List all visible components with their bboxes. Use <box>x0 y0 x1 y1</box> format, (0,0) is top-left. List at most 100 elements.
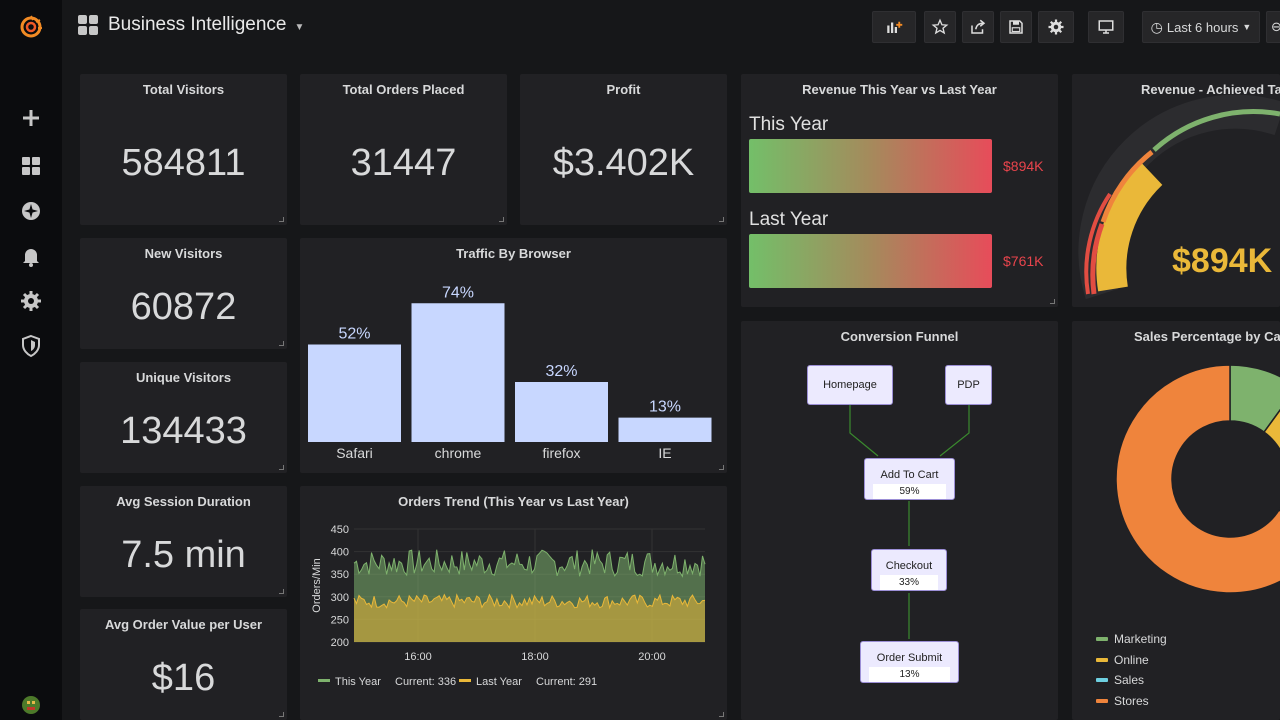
node-label: PDP <box>957 379 980 391</box>
gauge-band-red <box>1090 223 1105 295</box>
add-panel-button[interactable] <box>872 11 916 43</box>
panel-title: New Visitors <box>144 246 223 261</box>
revenue-gauge <box>1078 94 1280 300</box>
view-mode-button[interactable] <box>1088 11 1124 43</box>
y-tick-label: 450 <box>331 524 349 536</box>
panel-title: Avg Session Duration <box>116 494 251 509</box>
panel-title: Total Orders Placed <box>342 82 465 97</box>
panel-traffic-by-browser: Traffic By Browser 52% Safari 74% chrome 32%… <box>300 238 727 473</box>
bar-chrome[interactable] <box>411 303 505 442</box>
time-range-label: Last 6 hours <box>1166 19 1239 35</box>
resize-handle[interactable] <box>499 217 504 222</box>
bar-value-label: 13% <box>649 399 681 416</box>
legend-series-name[interactable]: Last Year <box>476 676 522 688</box>
legend-item-marketing[interactable]: Marketing <box>1096 632 1167 646</box>
dashboard-title-picker[interactable]: Business Intelligence ▼ <box>78 14 304 36</box>
stat-value: $16 <box>151 657 216 699</box>
plus-icon[interactable] <box>16 103 46 133</box>
node-label: Add To Cart <box>880 469 939 481</box>
caret-down-icon: ▼ <box>1242 22 1252 32</box>
panel-avg-order: Avg Order Value per User $16 <box>80 609 287 720</box>
monitor-icon <box>1098 20 1114 34</box>
series-area-last-year <box>354 594 705 642</box>
funnel-node-checkout[interactable]: Checkout 33% <box>871 549 947 591</box>
dashboard-settings-button[interactable] <box>1038 11 1074 43</box>
legend-item-stores[interactable]: Stores <box>1096 694 1149 708</box>
panel-conversion-funnel: Conversion Funnel Homepage PDP Add To Ca… <box>741 321 1058 720</box>
stat-value: 31447 <box>350 142 457 184</box>
legend-series-name[interactable]: This Year <box>335 676 381 688</box>
server-admin-shield-icon[interactable] <box>16 331 46 361</box>
legend-current-value: Current: 291 <box>536 676 597 688</box>
gauge-fill <box>1096 163 1163 292</box>
panel-title: Total Visitors <box>142 82 225 97</box>
panel-title: Unique Visitors <box>135 370 232 385</box>
resize-handle[interactable] <box>279 465 284 470</box>
legend-label: Online <box>1114 653 1149 667</box>
funnel-node-homepage[interactable]: Homepage <box>807 365 893 405</box>
save-dashboard-button[interactable] <box>1000 11 1032 43</box>
panel-avg-session: Avg Session Duration 7.5 min <box>80 486 287 597</box>
star-dashboard-button[interactable] <box>924 11 956 43</box>
funnel-node-pdp[interactable]: PDP <box>945 365 992 405</box>
resize-handle[interactable] <box>279 341 284 346</box>
settings-gear-icon <box>1048 19 1064 35</box>
bar-safari[interactable] <box>308 344 401 443</box>
funnel-node-add-to-cart[interactable]: Add To Cart 59% <box>864 458 955 500</box>
funnel-node-order-submit[interactable]: Order Submit 13% <box>860 641 959 683</box>
share-dashboard-button[interactable] <box>962 11 994 43</box>
gauge-value: $894K <box>1172 242 1273 280</box>
last-year-bar <box>749 234 992 288</box>
resize-handle[interactable] <box>719 712 724 717</box>
donut-slice-stores[interactable] <box>1115 364 1280 594</box>
star-icon <box>931 18 949 35</box>
time-range-picker[interactable]: ◷ Last 6 hours ▼ <box>1142 11 1260 43</box>
resize-handle[interactable] <box>1050 299 1055 304</box>
bar-category-label: IE <box>658 445 671 461</box>
sidebar <box>0 0 62 720</box>
configuration-gear-icon[interactable] <box>16 286 46 316</box>
panel-revenue-gauge: Revenue - Achieved Tar $894K <box>1072 74 1280 307</box>
legend-swatch <box>1096 637 1108 641</box>
stat-value: 134433 <box>120 410 247 452</box>
y-tick-label: 350 <box>331 569 349 581</box>
resize-handle[interactable] <box>279 712 284 717</box>
bar-ie[interactable] <box>618 417 712 442</box>
add-panel-icon <box>887 21 903 33</box>
panel-title: Sales Percentage by Cat <box>1134 329 1280 344</box>
funnel-connectors <box>849 405 970 639</box>
panel-new-visitors: New Visitors 60872 <box>80 238 287 349</box>
legend-swatch <box>459 679 471 682</box>
panel-total-visitors: Total Visitors 584811 <box>80 74 287 225</box>
panel-title: Profit <box>606 82 641 97</box>
resize-handle[interactable] <box>719 465 724 470</box>
bar-firefox[interactable] <box>515 382 608 442</box>
legend-item-online[interactable]: Online <box>1096 653 1149 667</box>
bar-category-label: chrome <box>435 445 482 461</box>
legend-item-sales[interactable]: Sales <box>1096 673 1144 687</box>
last-year-value: $761K <box>1003 253 1044 269</box>
legend-label: Marketing <box>1114 632 1167 646</box>
alerting-bell-icon[interactable] <box>16 241 46 271</box>
bar-value-label: 52% <box>338 326 370 343</box>
dashboards-icon[interactable] <box>16 151 46 181</box>
share-icon <box>971 19 986 34</box>
donut-slice-marketing[interactable] <box>1229 364 1280 434</box>
resize-handle[interactable] <box>719 217 724 222</box>
last-year-label: Last Year <box>749 209 829 230</box>
grafana-logo-icon[interactable] <box>16 12 46 42</box>
this-year-label: This Year <box>749 114 829 135</box>
zoom-out-button[interactable]: ⊖ <box>1266 11 1280 43</box>
gauge-threshold-red <box>1084 192 1112 295</box>
explore-compass-icon[interactable] <box>16 196 46 226</box>
donut-slice-online[interactable] <box>1263 387 1280 468</box>
save-icon <box>1009 20 1023 34</box>
caret-down-icon: ▼ <box>294 21 305 33</box>
resize-handle[interactable] <box>279 589 284 594</box>
legend-swatch <box>318 679 330 682</box>
node-label: Homepage <box>823 379 877 391</box>
resize-handle[interactable] <box>279 217 284 222</box>
user-avatar-icon[interactable] <box>16 690 46 720</box>
x-tick-label: 16:00 <box>404 651 432 663</box>
y-axis-label: Orders/Min <box>311 558 323 612</box>
